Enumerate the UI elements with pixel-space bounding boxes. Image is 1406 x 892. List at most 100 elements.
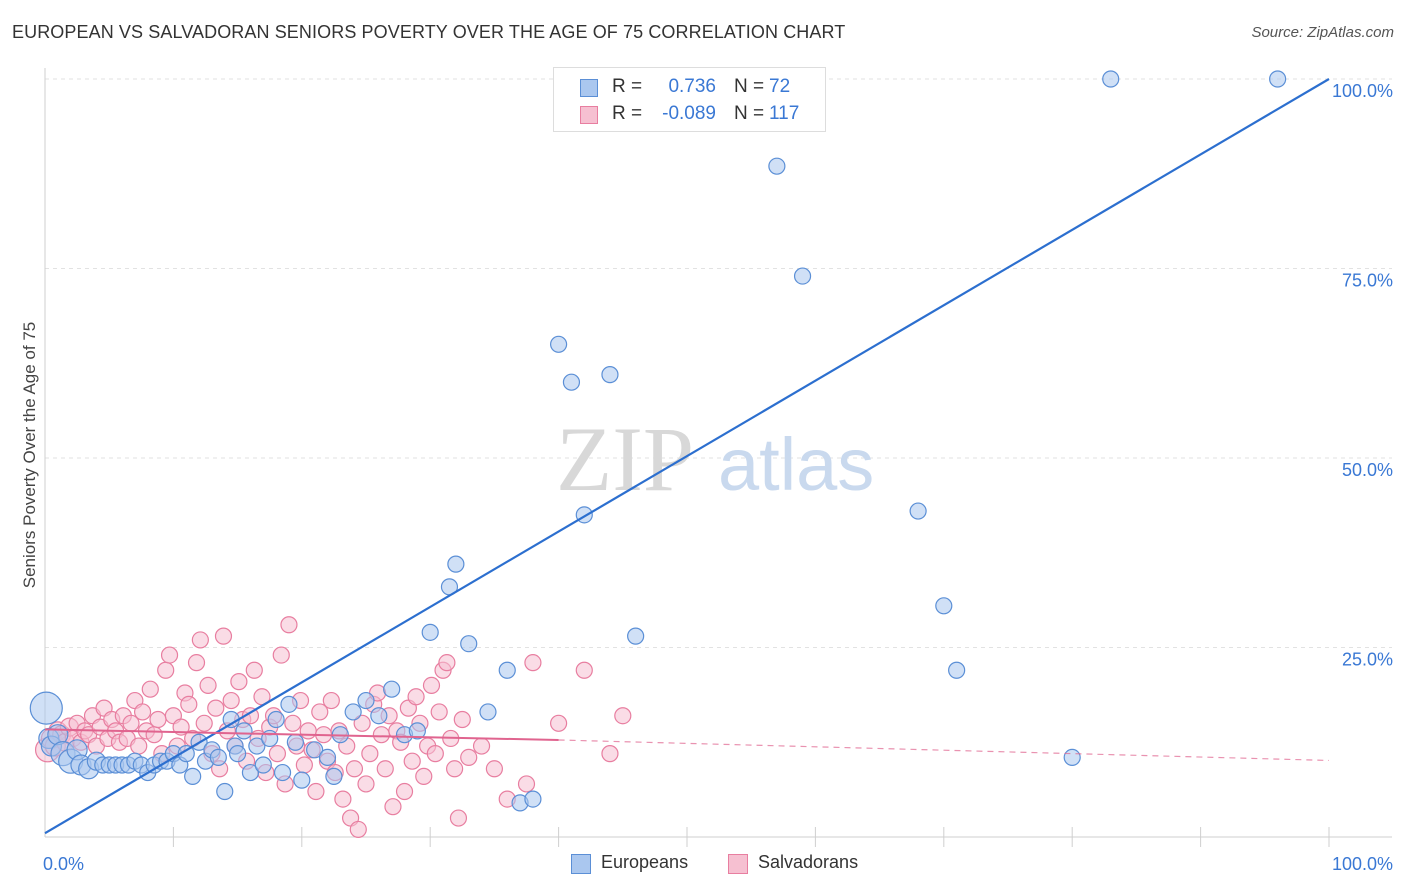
salvadorans-point	[149, 710, 167, 729]
europeans-point	[241, 763, 260, 782]
europeans-point	[768, 157, 786, 175]
salvadorans-point	[207, 699, 225, 717]
europeans-point	[1063, 748, 1081, 767]
salvadorans-point	[299, 722, 317, 740]
europeans-point	[909, 502, 927, 520]
salvadorans-point	[601, 745, 619, 763]
salvadorans-point	[422, 676, 441, 695]
source-label: Source: ZipAtlas.com	[1251, 24, 1394, 41]
europeans-point	[254, 756, 272, 774]
european-points	[29, 70, 1287, 812]
europeans-point	[562, 373, 581, 391]
europeans-point	[1102, 70, 1120, 88]
salvadorans-point	[395, 782, 414, 801]
europeans-point	[306, 741, 324, 759]
chart-title: EUROPEAN VS SALVADORAN SENIORS POVERTY O…	[12, 22, 846, 42]
watermark: ZIP atlas	[556, 408, 874, 510]
salvadorans-point	[199, 676, 217, 695]
salvadorans-point	[415, 767, 433, 785]
bottom-swatch-europeans	[571, 854, 591, 874]
europeans-point	[344, 703, 362, 721]
x-tick-label-max: 100.0%	[1332, 854, 1393, 874]
europeans-point	[421, 623, 439, 641]
salvadorans-point	[284, 714, 302, 732]
europeans-point	[948, 661, 966, 679]
europeans-point	[216, 782, 234, 801]
salvadorans-point	[524, 654, 542, 672]
salvadorans-point	[517, 775, 536, 793]
y-tick-label: 50.0%	[1342, 460, 1393, 480]
europeans-point	[479, 703, 497, 721]
salvadorans-point	[272, 646, 290, 664]
salvadorans-point	[191, 631, 209, 649]
salvadorans-point	[449, 809, 468, 827]
salvadorans-point	[280, 616, 298, 634]
salvadoran-points	[34, 616, 632, 839]
y-tick-label: 75.0%	[1342, 271, 1393, 291]
salvadorans-point	[241, 707, 260, 725]
europeans-point	[793, 267, 812, 285]
salvadorans-point	[403, 752, 421, 770]
salvadorans-point	[195, 714, 213, 732]
axes	[44, 68, 1392, 847]
salvadorans-point	[438, 654, 456, 672]
salvadorans-point	[453, 710, 471, 729]
europeans-trend-line	[44, 78, 1330, 835]
salvadorans-trend-line	[44, 728, 559, 741]
europeans-point	[447, 555, 465, 573]
salvadorans-point	[230, 673, 248, 691]
europeans-point	[408, 722, 426, 740]
salvadorans-point	[460, 748, 478, 767]
salvadorans-point	[214, 627, 233, 645]
legend-n-label: N =	[734, 103, 765, 124]
salvadorans-point	[160, 646, 179, 664]
europeans-point	[383, 680, 401, 698]
legend-r-label: R =	[612, 76, 643, 97]
legend-n-label: N =	[734, 76, 765, 97]
europeans-point	[524, 790, 542, 808]
europeans-point	[286, 733, 304, 751]
legend-swatch-salvadorans	[580, 106, 598, 124]
salvadorans-point	[222, 691, 240, 710]
bottom-label-europeans: Europeans	[601, 852, 689, 872]
y-tick-label: 100.0%	[1332, 81, 1393, 101]
x-tick-label-min: 0.0%	[43, 854, 84, 874]
salvadorans-point	[349, 820, 367, 839]
europeans-point	[357, 691, 375, 710]
legend-r-value: 0.736	[668, 76, 716, 97]
gridlines	[45, 78, 1392, 648]
salvadorans-point	[157, 661, 175, 679]
europeans-point	[318, 748, 337, 767]
salvadorans-point	[345, 760, 364, 778]
salvadorans-point	[372, 726, 391, 744]
salvadorans-point	[311, 703, 329, 721]
salvadorans-point	[172, 718, 190, 736]
salvadorans-point	[549, 714, 568, 732]
europeans-point	[935, 597, 953, 615]
y-axis-label: Seniors Poverty Over the Age of 75	[20, 321, 39, 589]
europeans-point	[1269, 70, 1287, 88]
europeans-point	[209, 748, 227, 767]
salvadorans-point	[245, 661, 263, 679]
salvadorans-point	[180, 695, 198, 713]
salvadorans-point	[295, 756, 313, 774]
salvadorans-point	[357, 775, 375, 793]
salvadorans-point	[130, 737, 148, 755]
salvadorans-point	[361, 745, 379, 763]
salvadorans-point	[376, 760, 394, 778]
salvadorans-point	[145, 726, 163, 744]
legend-n-value: 72	[769, 76, 791, 97]
watermark-atlas: atlas	[718, 423, 874, 506]
europeans-point	[29, 691, 63, 725]
legend-n-value: 117	[769, 103, 800, 124]
europeans-point	[229, 745, 247, 763]
europeans-point	[273, 763, 292, 782]
salvadorans-point	[575, 661, 593, 679]
europeans-point	[325, 767, 343, 785]
europeans-point	[177, 745, 195, 763]
salvadorans-point	[141, 680, 159, 698]
salvadorans-point	[353, 714, 371, 732]
salvadorans-point	[334, 790, 352, 808]
europeans-point	[601, 366, 619, 384]
bottom-label-salvadorans: Salvadorans	[758, 852, 859, 872]
